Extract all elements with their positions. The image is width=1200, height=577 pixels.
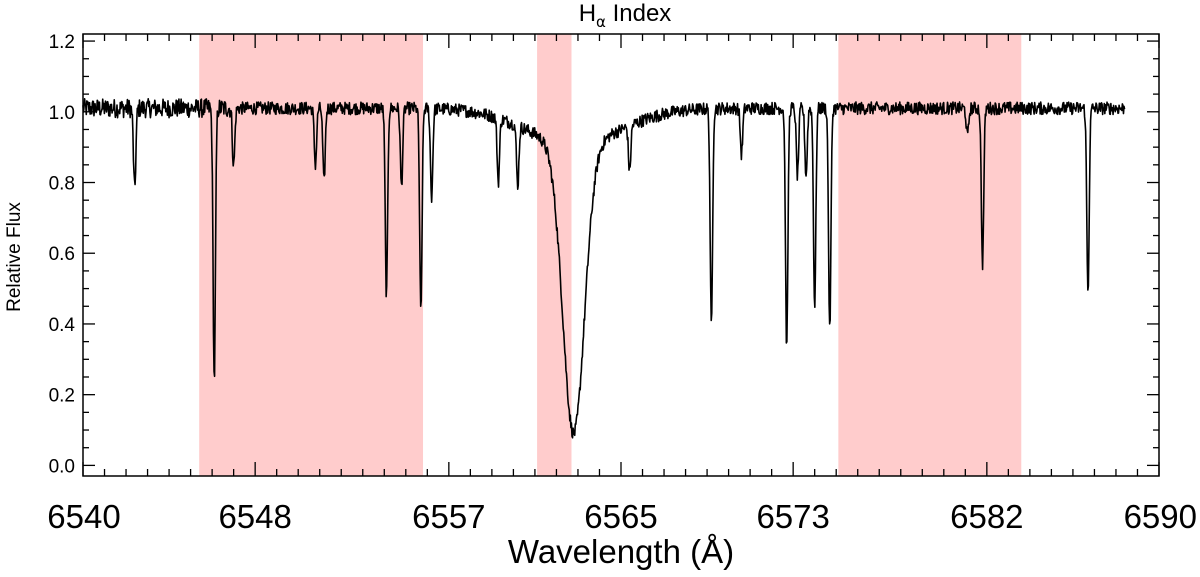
y-tick-label: 0.0 [49,456,75,477]
x-tick-label: 6590 [1124,498,1197,535]
axis-ticks [82,34,1160,476]
highlight-bands [199,34,1022,476]
x-tick-labels: 6540 6548 6557 6565 6573 6582 6590 [47,498,1197,535]
x-axis-label: Wavelength (Å) [508,533,734,570]
y-tick-label: 1.0 [49,103,75,124]
y-tick-label: 0.6 [49,244,75,265]
x-tick-label: 6582 [950,498,1023,535]
highlight-band-3 [838,34,1022,476]
x-tick-label: 6548 [218,498,291,535]
highlight-band-1 [199,34,424,476]
series-group [82,97,1126,439]
spectrum-line [82,97,1126,439]
x-tick-label: 6565 [584,498,657,535]
chart-title: Hα Index [579,0,672,31]
x-tick-label: 6573 [756,498,829,535]
y-tick-label: 0.8 [49,174,75,195]
y-tick-label: 0.4 [49,315,76,336]
highlight-band-2 [537,34,572,476]
y-tick-label: 1.2 [49,32,75,53]
y-tick-labels: 0.0 0.2 0.4 0.6 0.8 1.0 1.2 [49,32,76,477]
y-tick-label: 0.2 [49,386,75,407]
x-tick-label: 6557 [412,498,485,535]
x-tick-label: 6540 [47,498,120,535]
y-axis-label: Relative Flux [4,202,25,312]
